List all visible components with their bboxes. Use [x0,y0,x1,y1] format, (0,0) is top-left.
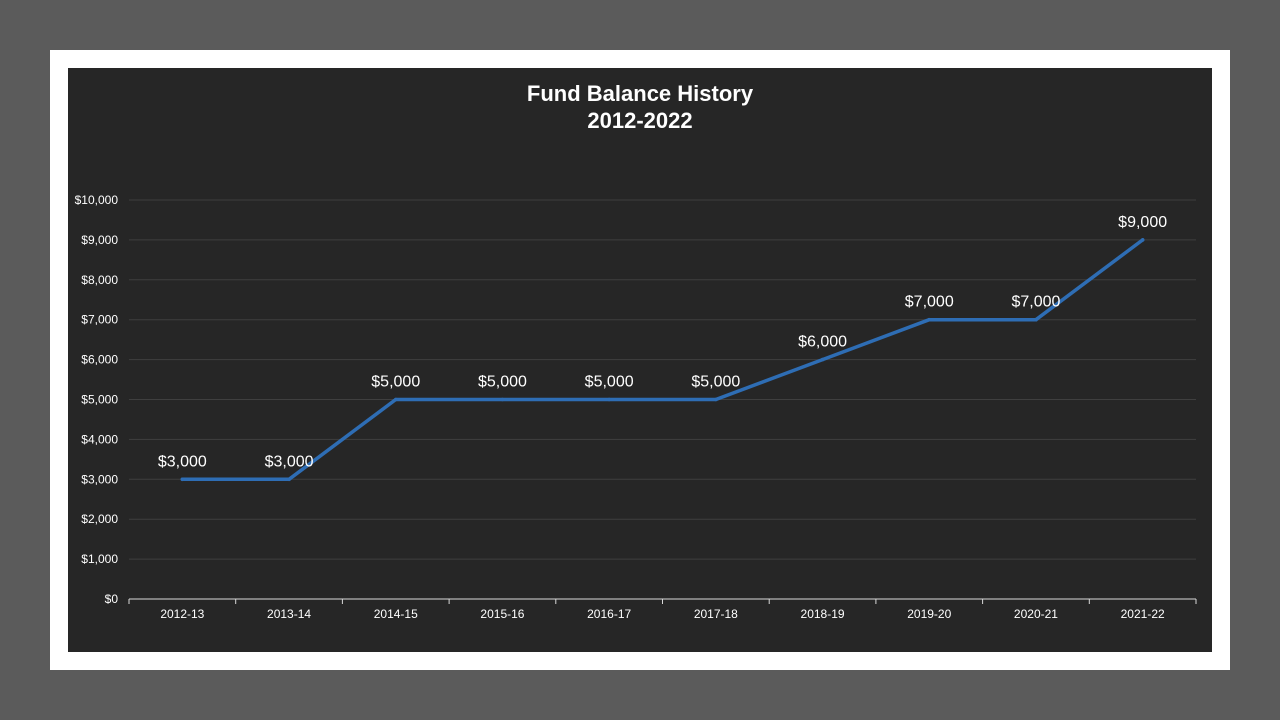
x-tick-label: 2016-17 [587,607,631,621]
y-tick-label: $2,000 [81,512,118,526]
chart-title-block: Fund Balance History 2012-2022 [68,80,1212,134]
x-tick-label: 2014-15 [374,607,418,621]
data-point [287,477,291,482]
data-point [714,397,718,402]
data-label: $5,000 [585,374,634,391]
data-point [500,397,505,402]
y-tick-label: $10,000 [75,193,119,207]
y-tick-label: $1,000 [81,552,118,566]
x-tick-label: 2020-21 [1014,607,1058,621]
x-tick-label: 2015-16 [480,607,524,621]
data-label: $9,000 [1118,214,1167,231]
data-point [393,397,398,402]
x-tick-label: 2021-22 [1121,607,1165,621]
x-tick-label: 2019-20 [907,607,951,621]
y-tick-label: $8,000 [81,273,118,287]
data-label: $5,000 [371,374,420,391]
data-point [180,477,185,482]
data-label: $3,000 [158,453,207,470]
data-label: $5,000 [478,374,527,391]
data-point [1034,317,1038,322]
series-line [180,238,1145,482]
y-tick-label: $7,000 [81,313,118,327]
x-tick-label: 2018-19 [801,607,845,621]
y-tick-label: $0 [105,592,119,606]
data-label: $3,000 [265,453,314,470]
data-label: $5,000 [691,374,740,391]
data-point [607,397,611,402]
data-point [927,317,932,322]
chart-subtitle: 2012-2022 [587,108,693,133]
data-point [820,357,825,362]
y-tick-label: $9,000 [81,233,118,247]
data-label: $7,000 [1011,294,1060,311]
y-tick-label: $5,000 [81,393,118,407]
y-tick-label: $4,000 [81,432,118,446]
y-tick-label: $3,000 [81,472,118,486]
x-tick-label: 2012-13 [160,607,204,621]
data-point [1140,238,1145,242]
chart-title: Fund Balance History [526,81,754,106]
data-label: $6,000 [798,334,847,351]
y-tick-label: $6,000 [81,353,118,367]
data-label: $7,000 [905,294,954,311]
x-tick-label: 2013-14 [267,607,311,621]
x-tick-label: 2017-18 [694,607,738,621]
